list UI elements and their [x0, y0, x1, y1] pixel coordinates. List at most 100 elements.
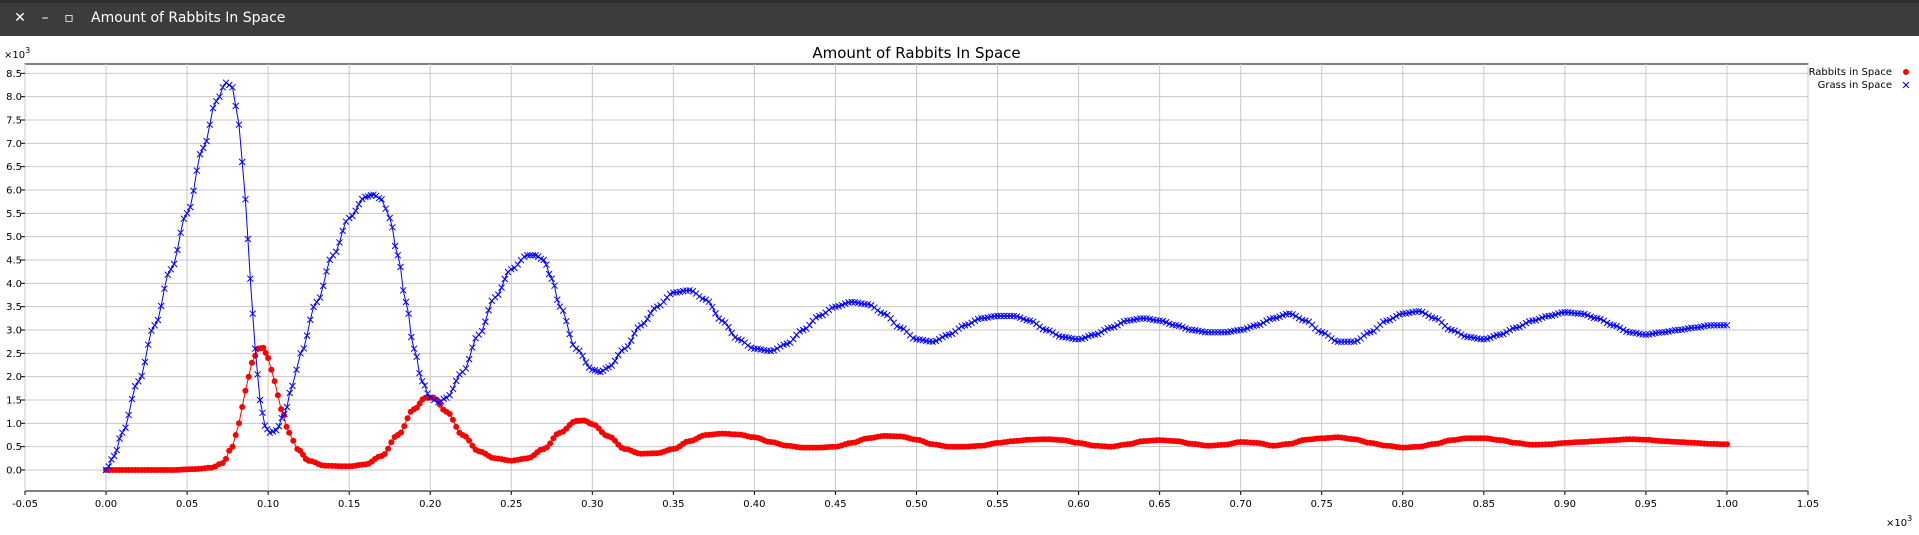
data-point	[397, 263, 404, 271]
y-tick-label: 8.5	[6, 69, 22, 80]
data-point	[138, 372, 146, 380]
data-point	[608, 362, 616, 369]
data-point	[235, 121, 243, 129]
x-tick-label: 0.55	[986, 499, 1008, 510]
x-tick-label: -0.05	[12, 499, 38, 510]
x-tick-label: 0.15	[338, 499, 360, 510]
data-point	[449, 385, 457, 393]
y-tick-label: 5.5	[6, 209, 22, 220]
data-point	[501, 275, 509, 283]
x-tick-label: 1.00	[1716, 499, 1738, 510]
x-tick-label: 0.80	[1392, 499, 1414, 510]
close-icon[interactable]: ✕	[14, 10, 26, 26]
maximize-icon[interactable]: ▫	[64, 10, 74, 26]
data-point	[1003, 312, 1011, 320]
data-point	[362, 193, 369, 201]
data-point	[569, 341, 577, 349]
minimize-icon[interactable]: –	[41, 10, 49, 26]
data-point	[144, 341, 152, 349]
data-point	[430, 396, 438, 404]
data-point	[183, 209, 191, 217]
y-tick-label: 4.0	[6, 279, 22, 290]
data-point	[1386, 316, 1394, 324]
data-point	[238, 158, 246, 166]
data-point	[358, 195, 366, 203]
data-point	[1613, 322, 1621, 330]
data-point	[718, 317, 726, 325]
data-point	[116, 435, 123, 442]
data-point	[1724, 441, 1730, 448]
data-point	[1292, 312, 1300, 320]
y-tick-label: 0.5	[6, 442, 22, 453]
y-tick-label: 3.0	[6, 326, 22, 337]
y-tick-label: 6.5	[6, 162, 22, 173]
data-point	[349, 212, 356, 220]
legend-marker	[1902, 81, 1910, 89]
data-point	[262, 349, 269, 356]
data-point	[1720, 321, 1728, 329]
data-point	[151, 321, 159, 329]
data-point	[1052, 331, 1060, 338]
data-point	[647, 309, 655, 317]
data-point	[553, 296, 561, 304]
data-point	[594, 368, 602, 375]
data-point	[323, 268, 330, 275]
data-point	[306, 316, 314, 324]
x-tick-label: 0.65	[1149, 499, 1171, 510]
data-point	[278, 414, 285, 422]
data-point	[965, 321, 972, 329]
data-point	[449, 416, 456, 423]
data-point	[229, 83, 236, 91]
data-point	[689, 287, 697, 295]
chart-title: Amount of Rabbits In Space	[812, 44, 1020, 62]
x-axis-ticks: -0.05 0.00 0.05 0.10 0.15 0.20 0.25 0.30 0.35 0.4…	[12, 491, 1819, 510]
data-point	[426, 394, 434, 402]
data-point	[1389, 314, 1397, 322]
data-point	[466, 437, 473, 444]
data-point	[478, 327, 486, 335]
data-point	[1347, 338, 1355, 346]
data-point	[186, 203, 194, 211]
data-point	[867, 301, 875, 309]
data-point	[108, 456, 115, 463]
data-point	[382, 205, 390, 213]
data-point	[485, 306, 492, 314]
data-point	[212, 97, 220, 105]
data-point	[345, 214, 353, 222]
data-point	[627, 337, 635, 344]
data-point	[286, 389, 294, 397]
data-point	[421, 382, 429, 389]
data-point	[128, 395, 136, 403]
x-tick-label: 0.25	[500, 499, 522, 510]
data-point	[297, 349, 304, 357]
data-point	[196, 150, 204, 158]
data-point	[256, 396, 264, 404]
x-tick-label: 0.85	[1473, 499, 1495, 510]
top-strip	[0, 0, 1919, 3]
data-point	[131, 382, 139, 390]
data-point	[1328, 335, 1335, 342]
data-point	[1710, 321, 1718, 329]
data-point	[1506, 326, 1514, 334]
data-point	[248, 359, 255, 366]
data-point	[1046, 327, 1053, 335]
data-point	[222, 79, 230, 87]
data-point	[1217, 328, 1225, 336]
chart: -0.05 0.00 0.05 0.10 0.15 0.20 0.25 0.30 0.35 0.4…	[4, 44, 1912, 529]
data-point	[260, 344, 267, 351]
data-point	[226, 447, 233, 454]
data-point	[161, 285, 168, 293]
data-point	[190, 187, 197, 195]
x-tick-label: 0.60	[1067, 499, 1089, 510]
data-point	[1341, 338, 1348, 346]
data-point	[355, 200, 363, 208]
data-point	[579, 352, 586, 360]
y-tick-label: 8.0	[6, 92, 22, 103]
data-point	[283, 423, 290, 430]
data-point	[229, 443, 236, 450]
x-tick-label: 0.90	[1554, 499, 1576, 510]
data-point	[712, 310, 719, 317]
y-axis-multiplier: ×103	[4, 46, 30, 61]
data-point	[246, 275, 254, 283]
y-tick-label: 2.5	[6, 349, 22, 360]
